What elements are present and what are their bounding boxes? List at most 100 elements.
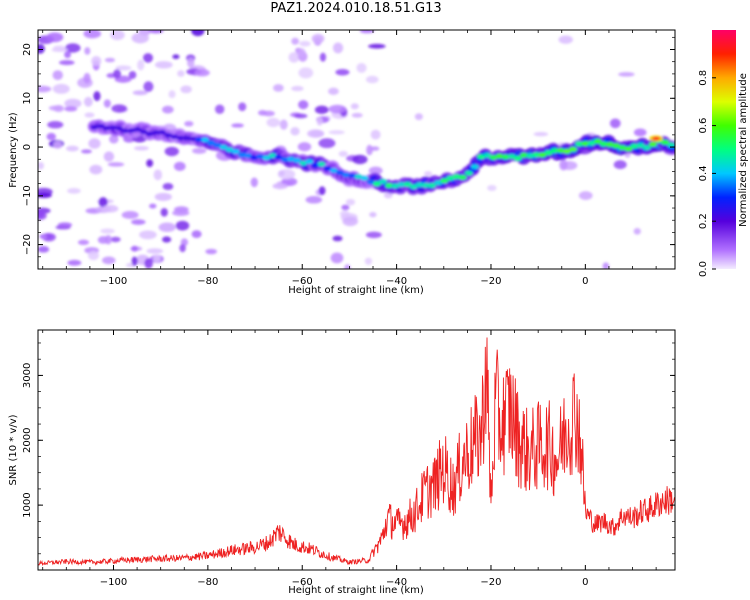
heatmap-cell [328,104,347,114]
heatmap-cell [414,113,423,121]
heatmap-cell [618,145,627,151]
snr-frame [37,329,676,571]
heatmap-cell [188,136,197,142]
heatmap-cell [131,219,146,225]
heatmap-cell [317,161,326,167]
heatmap-cell [311,163,320,168]
heatmap-cell [142,53,154,63]
heatmap-cell [329,168,338,173]
heatmap-cell [642,145,651,151]
heatmap-cell [101,256,116,265]
heatmap-cell [298,67,314,79]
heatmap-cell [424,171,433,176]
heatmap-cell [633,227,641,235]
x-tick-label: −100 [100,577,127,588]
heatmap-cell [137,59,145,71]
heatmap-cell [104,235,112,245]
heatmap-cell [194,68,210,77]
heatmap-cell [131,256,138,267]
heatmap-cell [91,55,102,67]
heatmap-cell [274,154,283,160]
heatmap-cell [179,244,186,253]
heatmap-cell [84,47,91,55]
x-tick-label: −40 [386,577,407,588]
heatmap-cell [556,148,565,153]
heatmap-cell [107,162,125,167]
heatmap-cell [348,173,357,179]
heatmap-cell [145,131,154,137]
heatmap-cell [46,132,57,141]
heatmap-cell [299,160,308,166]
heatmap-cell [318,186,326,196]
heatmap-cell [613,160,627,170]
heatmap-cell [513,155,522,161]
heatmap-cell [434,180,443,186]
heatmap-cell [164,146,179,157]
x-tick-label: −80 [197,276,218,287]
heatmap-cell [146,248,164,254]
heatmap-cell [350,103,359,110]
heatmap-cell [194,137,203,142]
heatmap-cell [158,222,176,233]
heatmap-cell [46,32,64,43]
x-tick-label: −100 [100,276,127,287]
x-tick-label: −40 [386,276,407,287]
heatmap-cell [533,132,549,137]
y-tick-label: 20 [22,43,33,56]
heatmap-cell [65,43,81,53]
heatmap-cell [559,159,568,171]
heatmap-cell [359,30,375,34]
snr-x-ticks: −100 −80 −60 −40 −20 0 [42,330,657,588]
heatmap-cell [415,182,424,188]
heatmap-cell [121,128,130,134]
heatmap-cell [67,188,81,194]
heatmap-cell [115,65,132,71]
x-tick-label: −60 [292,577,313,588]
heatmap-cell [307,129,325,138]
heatmap-cell [67,259,82,266]
heatmap-cell [365,231,382,239]
heatmap-cell [38,209,44,218]
heatmap-cell [378,179,387,184]
heatmap-cell [152,254,161,263]
heatmap-cell [440,178,449,184]
spectrogram-frame [37,29,676,270]
spectrogram-x-label: Height of straight line (km) [288,285,424,296]
heatmap-cell [90,124,99,130]
heatmap-cell [366,179,375,185]
heatmap-cell [53,45,66,51]
heatmap-cell [131,32,149,44]
heatmap-cell [110,236,121,243]
heatmap-cell [158,129,167,135]
heatmap-cell [100,228,115,234]
heatmap-cell [177,70,185,77]
heatmap-cell [618,72,635,77]
heatmap-cell [53,140,63,149]
heatmap-cell [83,30,102,39]
heatmap-cell [294,113,308,119]
heatmap-cell [372,181,381,187]
heatmap-cell [172,209,190,217]
heatmap-cell [575,141,584,147]
y-tick-label: 3000 [22,363,33,388]
heatmap-cell [280,157,289,162]
heatmap-cell [311,33,325,44]
heatmap-cell [133,146,149,151]
colorbar-tick-label: 0.8 [698,70,709,86]
heatmap-cell [77,239,90,246]
heatmap-cell [38,85,52,93]
heatmap-cell [356,62,367,73]
heatmap-cell [207,140,216,146]
heatmap-cell [319,52,327,62]
heatmap-cell [558,35,573,44]
heatmap-cell [144,258,153,269]
y-tick-label: −20 [22,234,33,255]
heatmap-cell [80,149,92,154]
heatmap-cell [323,166,332,171]
heatmap-cell [225,147,234,153]
colorbar-tick-label: 0.6 [698,118,709,134]
heatmap-cell [273,84,284,92]
heatmap-cell [102,204,119,213]
heatmap-cell [316,117,323,126]
